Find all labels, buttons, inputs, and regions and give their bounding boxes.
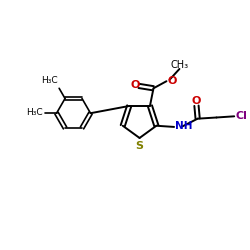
- Text: S: S: [136, 141, 143, 151]
- Text: O: O: [192, 96, 201, 106]
- Text: Cl: Cl: [236, 110, 247, 120]
- Text: O: O: [168, 76, 177, 86]
- Text: NH: NH: [175, 122, 193, 132]
- Text: H₃C: H₃C: [26, 108, 43, 117]
- Text: H₃C: H₃C: [41, 76, 58, 85]
- Text: CH₃: CH₃: [171, 60, 189, 70]
- Text: O: O: [130, 80, 140, 90]
